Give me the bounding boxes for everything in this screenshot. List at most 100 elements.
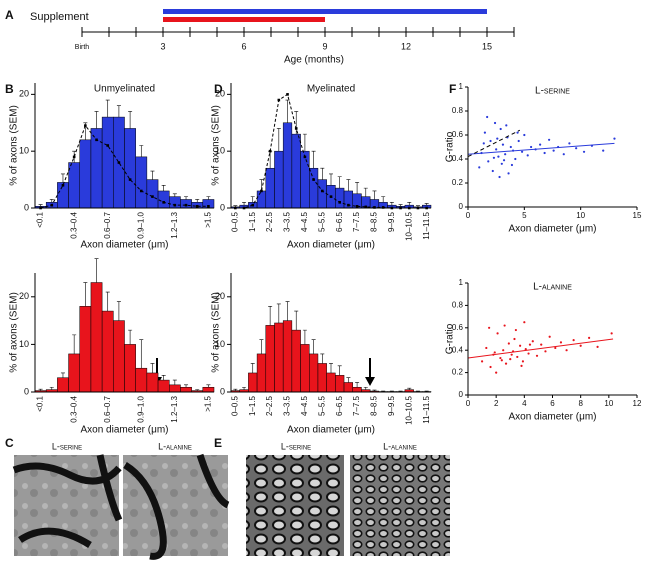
error-bar	[320, 167, 325, 180]
bar	[300, 344, 310, 393]
y-tick-label: 10	[215, 339, 225, 349]
x-tick-label: 6–6.5	[335, 211, 344, 232]
y-tick-label: 0.6	[452, 130, 464, 139]
error-bar	[38, 204, 43, 207]
error-bar	[346, 179, 351, 191]
x-tick-label: 0–0.5	[230, 395, 239, 416]
error-bar	[49, 199, 54, 203]
fit-line	[467, 142, 615, 155]
x-tick-label: 1–1.5	[248, 395, 257, 416]
error-bar	[372, 190, 377, 200]
error-bar	[259, 339, 264, 354]
chart-title: Myelinated	[307, 84, 355, 95]
x-tick-label: 2	[494, 399, 499, 408]
line-marker	[251, 203, 255, 207]
bar	[274, 150, 284, 209]
x-tick-label: 4–4.5	[300, 395, 309, 416]
error-bar	[294, 310, 299, 331]
x-tick-label: 10–10.5	[404, 395, 413, 424]
micrograph	[246, 455, 344, 556]
point	[499, 127, 502, 131]
x-tick-label: 10	[576, 211, 585, 220]
bar	[135, 367, 148, 393]
point	[520, 364, 523, 367]
error-bar	[355, 382, 360, 388]
x-tick-label: 4–4.5	[300, 211, 309, 232]
error-bar	[206, 384, 211, 388]
error-bar	[94, 111, 99, 129]
error-bar	[329, 173, 333, 186]
point	[540, 343, 543, 346]
x-tick-label: 12	[633, 399, 642, 408]
line-marker	[277, 98, 281, 102]
x-tick-label: 0.3–0.4	[69, 211, 78, 238]
point	[483, 131, 486, 134]
line-marker	[84, 124, 87, 127]
x-tick-label: 9–9.5	[387, 211, 396, 232]
x-axis-label: Age (months)	[284, 55, 344, 66]
bar	[68, 353, 80, 393]
y-tick-label: 0	[24, 386, 29, 396]
y-tick-label: 0	[220, 386, 225, 396]
y-axis-label: % of axons (SEM)	[9, 105, 20, 186]
point	[500, 359, 503, 362]
point	[579, 344, 582, 347]
x-tick-label: 0.6–0.7	[103, 395, 112, 422]
bar	[113, 320, 125, 393]
point	[516, 355, 519, 359]
point	[519, 344, 522, 347]
error-bar	[60, 173, 65, 183]
error-bar	[355, 182, 360, 194]
bar	[265, 167, 275, 209]
error-bar	[94, 258, 99, 283]
fit-line	[467, 338, 614, 359]
error-bar	[172, 193, 177, 197]
y-tick-label: 0.4	[452, 345, 464, 354]
chart-title: L-serine	[535, 86, 570, 97]
line-marker	[338, 201, 341, 204]
point	[520, 150, 524, 153]
x-tick-label: 0.9–1.0	[136, 395, 145, 422]
bar	[157, 379, 170, 393]
point	[521, 360, 525, 363]
error-bar	[161, 184, 166, 191]
point	[523, 321, 526, 324]
point	[496, 332, 499, 335]
bar	[124, 128, 136, 209]
error-bar	[233, 205, 238, 207]
y-tick-label: 10	[19, 146, 29, 156]
point	[492, 156, 496, 159]
micrograph	[350, 455, 450, 556]
point	[509, 358, 512, 361]
point	[510, 163, 514, 167]
error-bar	[116, 105, 121, 118]
x-axis-label: Axon diameter (μm)	[508, 224, 596, 235]
x-tick-label: 3–3.5	[283, 211, 292, 232]
x-tick-label: 1.2–1.3	[170, 395, 179, 422]
point	[489, 139, 492, 143]
error-bar	[302, 133, 307, 152]
y-tick-label: 0	[24, 202, 29, 212]
y-tick-label: 0.6	[452, 323, 464, 332]
line-marker	[184, 203, 188, 207]
error-bar	[381, 196, 386, 203]
point	[588, 336, 591, 339]
y-tick-label: 0.2	[452, 368, 464, 377]
error-bar	[363, 386, 368, 390]
supplement-bar	[163, 9, 487, 14]
bar	[79, 139, 92, 209]
point	[523, 133, 526, 137]
x-tick-label: 0.6–0.7	[103, 211, 112, 238]
point	[516, 131, 519, 134]
error-bar	[233, 388, 238, 391]
point	[613, 137, 616, 140]
error-bar	[415, 205, 420, 207]
y-tick-label: 10	[215, 146, 225, 156]
point	[602, 149, 605, 152]
x-tick-label: 2–2.5	[265, 211, 274, 232]
chart-title: L-alanine	[533, 282, 572, 293]
error-bar	[206, 196, 211, 200]
line-marker	[128, 178, 132, 181]
bar	[169, 384, 181, 393]
bar	[180, 386, 192, 393]
